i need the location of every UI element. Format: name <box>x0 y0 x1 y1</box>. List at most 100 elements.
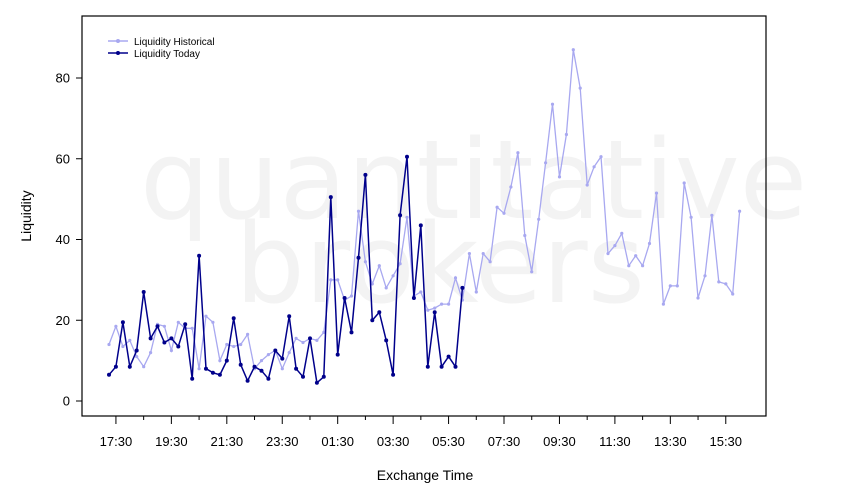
point-historical <box>647 241 652 246</box>
point-historical <box>336 278 340 282</box>
point-today <box>280 356 285 361</box>
point-historical <box>668 284 672 288</box>
series-layer <box>107 48 742 385</box>
point-today <box>204 366 208 371</box>
point-historical <box>239 342 243 347</box>
point-historical <box>405 215 409 219</box>
x-tick-label: 17:30 <box>100 434 133 449</box>
x-tick-label: 01:30 <box>321 434 354 449</box>
point-historical <box>363 260 367 264</box>
point-historical <box>107 342 111 347</box>
point-today <box>335 352 340 357</box>
point-today <box>231 316 236 321</box>
point-today <box>169 336 174 341</box>
point-historical <box>433 306 437 310</box>
point-historical <box>592 165 596 169</box>
point-historical <box>613 244 617 248</box>
point-historical <box>391 274 395 278</box>
point-today <box>259 368 264 373</box>
point-today <box>384 338 389 343</box>
x-tick-label: 05:30 <box>432 434 465 449</box>
point-historical <box>516 151 520 155</box>
point-today <box>148 336 153 341</box>
point-today <box>190 376 195 381</box>
point-today <box>107 372 111 377</box>
point-today <box>342 296 347 300</box>
y-tick-label: 80 <box>56 71 70 86</box>
point-today <box>418 223 423 228</box>
point-today <box>141 290 146 294</box>
point-today <box>370 318 375 323</box>
point-today <box>453 364 458 369</box>
x-tick-label: 15:30 <box>709 434 742 449</box>
point-historical <box>599 155 603 159</box>
point-today <box>252 364 257 369</box>
point-historical <box>370 282 374 286</box>
point-historical <box>661 302 666 306</box>
y-tick-label: 60 <box>56 151 70 166</box>
series-line-today <box>108 156 464 385</box>
point-today <box>356 255 361 260</box>
point-historical <box>731 292 735 296</box>
point-today <box>113 364 118 369</box>
x-tick-label: 03:30 <box>377 434 410 449</box>
point-today <box>363 172 368 177</box>
x-tick-label: 09:30 <box>543 434 576 449</box>
point-historical <box>585 183 589 187</box>
point-historical <box>322 330 326 334</box>
point-historical <box>287 351 291 355</box>
point-historical <box>641 264 645 268</box>
point-historical <box>509 185 513 189</box>
point-today <box>127 364 132 369</box>
point-today <box>120 320 125 325</box>
point-historical <box>724 282 728 286</box>
point-historical <box>440 302 444 306</box>
point-historical <box>530 270 534 274</box>
point-today <box>439 364 444 369</box>
point-historical <box>398 262 402 266</box>
point-today <box>217 372 222 377</box>
legend: Liquidity Historical Liquidity Today <box>108 37 215 60</box>
point-historical <box>571 48 575 52</box>
point-historical <box>696 296 700 300</box>
point-historical <box>537 217 541 221</box>
point-historical <box>384 286 388 290</box>
point-today <box>266 376 271 381</box>
point-historical <box>294 336 298 340</box>
point-historical <box>634 254 638 258</box>
point-historical <box>204 314 208 318</box>
point-historical <box>502 211 506 215</box>
point-historical <box>675 284 679 288</box>
x-tick-label: 21:30 <box>211 434 244 449</box>
point-historical <box>266 353 270 357</box>
point-today <box>273 348 278 353</box>
x-tick-label: 13:30 <box>654 434 687 449</box>
point-today <box>224 358 229 363</box>
point-historical <box>481 252 485 256</box>
point-today <box>287 314 292 319</box>
point-historical <box>259 359 264 363</box>
point-historical <box>495 205 499 209</box>
point-today <box>391 372 396 377</box>
point-today <box>314 380 319 385</box>
point-historical <box>356 209 361 213</box>
point-historical <box>738 209 742 213</box>
point-historical <box>467 252 471 256</box>
point-historical <box>349 294 354 298</box>
point-historical <box>301 340 305 345</box>
point-historical <box>128 338 132 342</box>
point-historical <box>377 264 381 268</box>
y-tick-label: 0 <box>63 394 70 409</box>
point-historical <box>149 351 153 355</box>
point-today <box>446 354 451 359</box>
legend-today-marker <box>116 51 120 55</box>
point-today <box>155 324 160 329</box>
point-historical <box>280 367 284 371</box>
point-historical <box>544 161 548 165</box>
point-historical <box>162 324 166 328</box>
point-today <box>245 378 250 383</box>
point-historical <box>474 290 478 294</box>
point-today <box>238 362 243 367</box>
point-historical <box>703 274 707 278</box>
